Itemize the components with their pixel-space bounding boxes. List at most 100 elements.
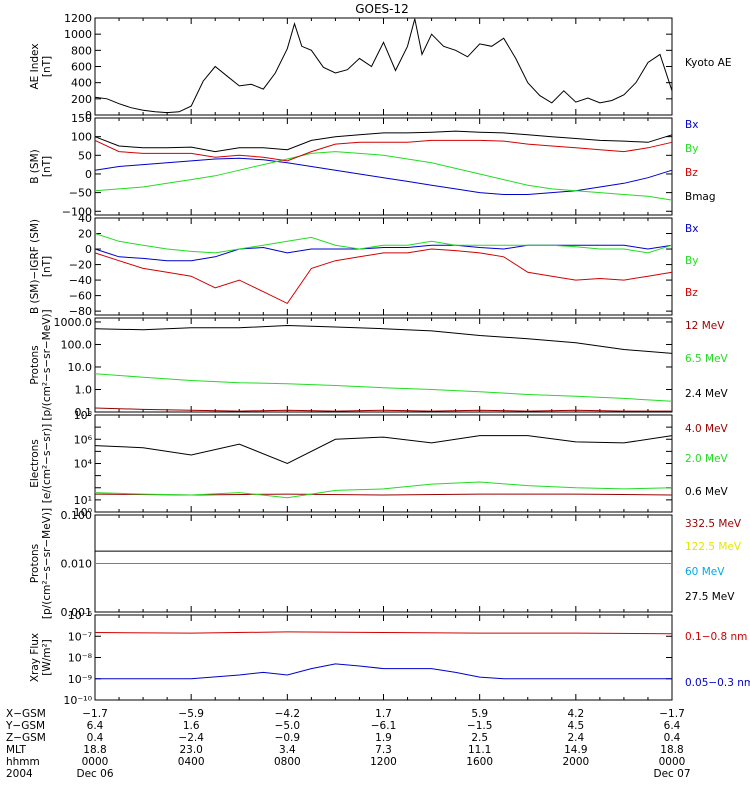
footer-value: −2.4 <box>178 732 204 744</box>
footer-value: −1.5 <box>467 720 493 732</box>
footer-value: 6.4 <box>664 720 681 732</box>
footer-row-label: X−GSM <box>6 708 46 720</box>
y-tick-label: −80 <box>69 305 92 318</box>
panel-frame <box>94 217 673 316</box>
y-tick-label: 10⁻⁷ <box>68 630 92 643</box>
legend-entry: 0.05−0.3 nm <box>685 677 750 689</box>
y-axis-label: [e/(cm²−s−sr)] <box>41 424 53 503</box>
legend-entry: 12 MeV <box>685 320 725 332</box>
legend-entry: Kyoto AE <box>685 57 731 69</box>
y-tick-label: 10¹ <box>74 494 92 507</box>
footer-value: 4.5 <box>567 720 584 732</box>
footer-row-label: MLT <box>6 744 26 756</box>
legend-entry: Bmag <box>685 191 716 203</box>
footer-value: 0.4 <box>664 732 681 744</box>
footer-value: −5.0 <box>275 720 301 732</box>
legend-entry: Bx <box>685 119 698 131</box>
legend-entry: Bz <box>685 287 698 299</box>
y-axis-label: [W/m²] <box>41 639 53 676</box>
series-line-xray-1 <box>95 663 672 680</box>
footer-value: 0800 <box>274 756 301 768</box>
y-axis-label: [p/(cm²−s−sr−MeV)] <box>41 508 53 619</box>
y-tick-label: 10.0 <box>68 361 93 374</box>
legend-entry: 2.4 MeV <box>685 388 729 400</box>
series-line-ae-0 <box>94 18 673 114</box>
y-tick-label: 100.0 <box>61 338 93 351</box>
y-tick-label: −50 <box>69 187 92 200</box>
y-axis-label: Protons <box>29 544 41 583</box>
legend-entry: 27.5 MeV <box>685 591 735 603</box>
y-tick-label: 800 <box>71 44 92 57</box>
y-tick-label: 10⁻⁶ <box>68 609 93 622</box>
orbit-footer: X−GSM −1.7 −5.9 −4.2 1.7 5.9 4.2 −1.7 Y−GSM 6.4 1.… <box>5 708 691 780</box>
y-tick-label: 200 <box>71 93 92 106</box>
y-tick-label: 400 <box>71 77 92 90</box>
footer-value: 1.7 <box>375 708 392 720</box>
y-tick-label: 40 <box>78 212 92 225</box>
legend-entry: 60 MeV <box>685 566 725 578</box>
y-tick-label: 10⁸ <box>74 409 93 422</box>
y-tick-label: −100 <box>62 205 92 218</box>
footer-value: 1200 <box>370 756 397 768</box>
y-tick-label: 1000.0 <box>54 316 93 329</box>
footer-value: 1600 <box>466 756 493 768</box>
legend-entry: 0.1−0.8 nm <box>685 631 747 643</box>
legend-entry: Bx <box>685 223 698 235</box>
footer-value: 6.4 <box>87 720 104 732</box>
legend-entry: 2.0 MeV <box>685 453 729 465</box>
figure-title: GOES-12 <box>355 2 409 16</box>
legend-entry: 122.5 MeV <box>685 541 742 553</box>
y-tick-label: 10⁻⁸ <box>68 652 93 665</box>
footer-row-label: Z−GSM <box>6 732 46 744</box>
y-tick-label: −60 <box>69 290 92 303</box>
footer-value: 2.4 <box>567 732 584 744</box>
series-line-bdiff-2 <box>94 248 673 305</box>
footer-value: 18.8 <box>83 744 106 756</box>
footer-value: 0000 <box>659 756 686 768</box>
y-tick-label: 0 <box>85 243 92 256</box>
footer-value: 2000 <box>562 756 589 768</box>
series-line-bdiff-0 <box>94 244 673 262</box>
series-line-protons1-0 <box>94 407 672 412</box>
panel-frame <box>94 614 673 701</box>
y-tick-label: 1000 <box>64 28 92 41</box>
panel-frame <box>94 17 673 116</box>
y-axis-label: Xray Flux <box>29 633 41 682</box>
y-tick-label: 20 <box>78 228 92 241</box>
footer-row-label: hhmm <box>6 756 40 768</box>
footer-value: 11.1 <box>468 744 491 756</box>
y-tick-label: 10⁰ <box>74 506 93 519</box>
y-tick-label: −40 <box>69 274 92 287</box>
panel-ae: 0 200 400 600 800 1000 1200 AE Index [nT] Kyoto A… <box>29 12 731 122</box>
y-axis-label: B (SM) <box>29 149 41 183</box>
y-axis-label: [nT] <box>41 56 53 77</box>
series-line-xray-0 <box>94 631 673 635</box>
footer-value: 23.0 <box>179 744 202 756</box>
footer-value: 5.9 <box>471 708 488 720</box>
footer-value: 18.8 <box>660 744 683 756</box>
y-tick-label: 0.1 <box>75 406 93 419</box>
footer-value: −1.7 <box>82 708 108 720</box>
footer-row-label: Y−GSM <box>5 720 45 732</box>
legend-entry: 6.5 MeV <box>685 353 729 365</box>
footer-value: 4.2 <box>567 708 584 720</box>
panel-frame <box>94 414 673 513</box>
footer-value: 0400 <box>178 756 205 768</box>
legend-entry: 4.0 MeV <box>685 423 729 435</box>
y-tick-label: −20 <box>69 259 92 272</box>
legend-entry: By <box>685 255 698 267</box>
panel-bdiff: −80 −60 −40 −20 0 20 40 B (SM)−IGRF (SM) [nT] Bx B… <box>29 212 698 318</box>
footer-value: 3.4 <box>279 744 296 756</box>
y-tick-label: 10⁶ <box>74 433 93 446</box>
panel-protons2: 0.001 0.010 0.100 Protons [p/(cm²−s−sr−MeV)]… <box>29 508 742 619</box>
footer-value: −4.2 <box>275 708 301 720</box>
footer-value: 0.4 <box>87 732 104 744</box>
series-line-protons1-2 <box>94 324 673 354</box>
y-tick-label: 0 <box>85 109 92 122</box>
panel-frame <box>94 317 673 413</box>
legend-entry: By <box>685 143 698 155</box>
y-tick-label: 0.001 <box>61 606 93 619</box>
footer-value: −1.7 <box>659 708 685 720</box>
